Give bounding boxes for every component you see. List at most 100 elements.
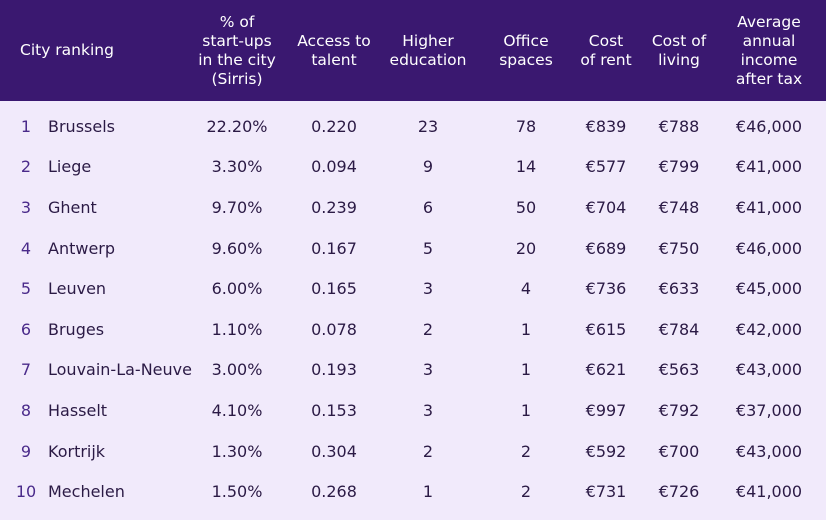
talent-cell: 0.153 [311,400,357,420]
living-cell: €788 [658,116,700,136]
table-row: 9 Kortrijk 1.30% 0.304 2 2 €592 €700 €43,000 [0,431,826,472]
table-row: 3 Ghent 9.70% 0.239 6 50 €704 €748 €41,000 [0,187,826,228]
living-cell: €633 [658,279,700,299]
office-cell: 1 [520,319,532,339]
office-cell: 1 [520,360,532,380]
rank-cell: 7 [20,360,32,380]
header-city-ranking: City ranking [20,41,114,59]
living-cell: €784 [658,319,700,339]
talent-cell: 0.167 [311,238,357,258]
table-row: 6 Bruges 1.10% 0.078 2 1 €615 €784 €42,000 [0,309,826,350]
startups-cell: 9.60% [211,238,263,258]
table-row: 4 Antwerp 9.60% 0.167 5 20 €689 €750 €46,000 [0,228,826,269]
living-cell: €726 [658,482,700,502]
talent-cell: 0.094 [311,157,357,177]
city-cell: Mechelen [48,482,125,502]
education-cell: 23 [417,116,439,136]
income-cell: €43,000 [735,441,803,461]
rent-cell: €615 [585,319,627,339]
office-cell: 4 [520,279,532,299]
rent-cell: €577 [585,157,627,177]
income-cell: €43,000 [735,360,803,380]
rank-cell: 2 [20,157,32,177]
header-cost-of-living: Cost of living [651,31,707,69]
city-cell: Hasselt [48,400,108,420]
header-office-spaces: Office spaces [499,31,553,69]
living-cell: €700 [658,441,700,461]
talent-cell: 0.268 [311,482,357,502]
income-cell: €41,000 [735,482,803,502]
rent-cell: €621 [585,360,627,380]
city-cell: Bruges [48,319,105,339]
talent-cell: 0.078 [311,319,357,339]
header-access-to-talent: Access to talent [297,31,371,69]
education-cell: 2 [422,441,434,461]
rank-cell: 8 [20,400,32,420]
education-cell: 5 [422,238,434,258]
city-cell: Liege [48,157,92,177]
education-cell: 3 [422,360,434,380]
rent-cell: €736 [585,279,627,299]
header-higher-education: Higher education [389,31,467,69]
startups-cell: 1.10% [211,319,263,339]
table-row: 1 Brussels 22.20% 0.220 23 78 €839 €788 €46,000 [0,106,826,147]
header-cost-of-rent: Cost of rent [580,31,632,69]
living-cell: €792 [658,400,700,420]
city-cell: Brussels [48,116,115,136]
income-cell: €46,000 [735,116,803,136]
city-cell: Louvain-La-Neuve [48,360,192,380]
rent-cell: €592 [585,441,627,461]
office-cell: 50 [515,197,537,217]
talent-cell: 0.239 [311,197,357,217]
header-startups: % of start-ups in the city (Sirris) [198,12,276,88]
startups-cell: 3.00% [211,360,263,380]
income-cell: €46,000 [735,238,803,258]
rank-cell: 1 [20,116,32,136]
city-cell: Ghent [48,197,97,217]
education-cell: 2 [422,319,434,339]
income-cell: €42,000 [735,319,803,339]
table-row: 10 Mechelen 1.50% 0.268 1 2 €731 €726 €41,000 [0,471,826,512]
education-cell: 9 [422,157,434,177]
talent-cell: 0.304 [311,441,357,461]
rank-cell: 9 [20,441,32,461]
living-cell: €799 [658,157,700,177]
city-cell: Antwerp [48,238,116,258]
table-row: 2 Liege 3.30% 0.094 9 14 €577 €799 €41,000 [0,147,826,188]
header-average-income: Average annual income after tax [735,12,803,88]
rank-cell: 6 [20,319,32,339]
rank-cell: 3 [20,197,32,217]
office-cell: 2 [520,482,532,502]
startups-cell: 1.50% [211,482,263,502]
office-cell: 78 [515,116,537,136]
table-row: 8 Hasselt 4.10% 0.153 3 1 €997 €792 €37,000 [0,390,826,431]
startups-cell: 9.70% [211,197,263,217]
city-cell: Kortrijk [48,441,106,461]
living-cell: €563 [658,360,700,380]
table-row: 7 Louvain-La-Neuve 3.00% 0.193 3 1 €621 €563 €43… [0,350,826,391]
income-cell: €41,000 [735,157,803,177]
city-cell: Leuven [48,279,107,299]
rent-cell: €704 [585,197,627,217]
talent-cell: 0.220 [311,116,357,136]
office-cell: 20 [515,238,537,258]
education-cell: 6 [422,197,434,217]
talent-cell: 0.165 [311,279,357,299]
office-cell: 2 [520,441,532,461]
living-cell: €750 [658,238,700,258]
startups-cell: 3.30% [211,157,263,177]
rent-cell: €731 [585,482,627,502]
education-cell: 3 [422,400,434,420]
startups-cell: 4.10% [211,400,263,420]
startups-cell: 22.20% [206,116,268,136]
office-cell: 14 [515,157,537,177]
income-cell: €45,000 [735,279,803,299]
education-cell: 3 [422,279,434,299]
table-row: 5 Leuven 6.00% 0.165 3 4 €736 €633 €45,000 [0,268,826,309]
income-cell: €37,000 [735,400,803,420]
office-cell: 1 [520,400,532,420]
startups-cell: 6.00% [211,279,263,299]
rank-cell: 10 [15,482,37,502]
rank-cell: 4 [20,238,32,258]
